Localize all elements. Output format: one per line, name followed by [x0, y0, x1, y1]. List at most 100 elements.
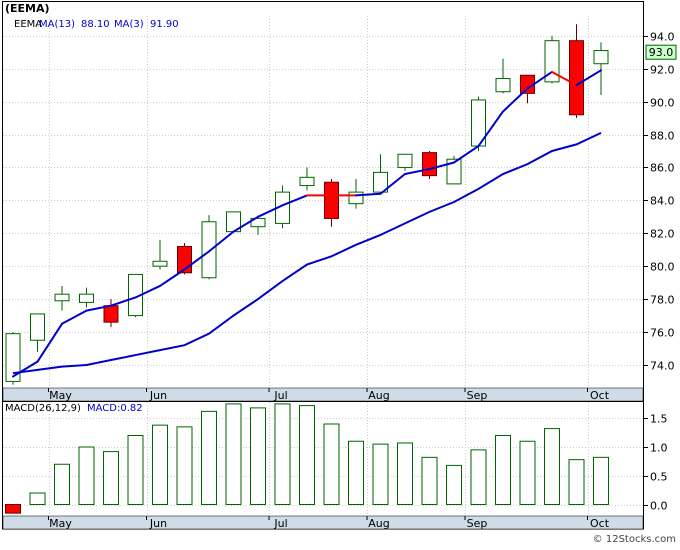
macd-bar [127, 435, 144, 505]
price-y-tick-label: 84.0 [650, 195, 675, 208]
macd-bar [274, 403, 291, 505]
macd-bar [372, 443, 389, 505]
macd-bar [201, 410, 217, 506]
watermark: © 12Stocks.com [593, 534, 676, 545]
legend-ma3-label: MA(3) [114, 19, 144, 30]
candle-body [79, 293, 94, 303]
ma3-line-segment [551, 70, 578, 87]
candle-body [569, 40, 584, 116]
macd-bar [446, 464, 462, 505]
candle-body [54, 293, 70, 302]
price-y-tick-label: 88.0 [650, 130, 675, 143]
macd-bar [421, 456, 438, 506]
price-x-tick-label: Sep [467, 389, 488, 402]
candle-body [422, 152, 437, 177]
ma3-line-segment [502, 87, 529, 113]
ma3-line-segment [453, 145, 480, 164]
ma3-line-segment [575, 69, 602, 87]
candle-body [495, 78, 511, 93]
ma3-line-segment [281, 194, 308, 207]
ma3-line-segment [257, 204, 284, 218]
last-price-label: 93.0 [649, 46, 674, 59]
ma3-line-segment [526, 70, 553, 90]
candle-body [201, 221, 217, 279]
ma3-line-segment [159, 268, 186, 287]
candle-body [103, 305, 119, 323]
price-x-axis-band [2, 387, 644, 402]
macd-bar [54, 463, 70, 505]
ma3-line-segment [355, 192, 382, 197]
macd-legend-title: MACD(26,12,9) [5, 403, 81, 414]
price-y-tick-label: 90.0 [650, 97, 675, 110]
ma3-line-segment [134, 284, 161, 299]
macd-bar [568, 459, 585, 505]
ma3-line-segment [208, 230, 235, 253]
macd-x-tick-label: Aug [368, 517, 389, 530]
candle-body [152, 260, 168, 267]
price-y-tick-label: 74.0 [650, 360, 675, 373]
ma3-line-segment [428, 161, 455, 171]
candle-body [544, 40, 560, 83]
macd-bar [176, 426, 193, 505]
ma3-line-segment [36, 322, 63, 363]
price-x-tick-label: May [49, 389, 72, 402]
macd-bar [78, 446, 95, 505]
macd-legend-value: MACD:0.82 [87, 403, 143, 414]
price-y-tick-label: 92.0 [650, 64, 675, 77]
ma3-line-segment [61, 309, 88, 325]
candle-body [5, 333, 21, 382]
candle-body [30, 313, 45, 341]
price-y-tick-label: 82.0 [650, 228, 675, 241]
ma3-line-segment [183, 250, 210, 271]
price-y-tick-label: 80.0 [650, 261, 675, 274]
macd-bar [152, 424, 168, 505]
macd-bar [225, 403, 242, 505]
price-y-tick-label: 76.0 [650, 327, 675, 340]
candle-body [446, 158, 462, 185]
ma3-line-segment [85, 304, 112, 312]
macd-y-tick-label: 1.0 [650, 442, 668, 455]
macd-bar [299, 405, 315, 506]
ma3-line-segment [110, 296, 137, 307]
macd-bar [323, 423, 340, 505]
macd-bar [495, 435, 511, 505]
price-y-tick-label: 86.0 [650, 162, 675, 175]
macd-bar [348, 440, 364, 505]
macd-bar [250, 407, 266, 505]
legend-eema: EEMA [14, 19, 42, 30]
macd-bar [5, 504, 21, 514]
candle-body [348, 191, 364, 205]
ma3-line-segment [232, 215, 259, 233]
macd-bar [593, 456, 609, 506]
price-panel-frame [2, 1, 644, 402]
last-price-label-box [645, 44, 677, 60]
candle-body [250, 217, 266, 228]
candle-body [397, 153, 413, 168]
macd-bar [29, 492, 46, 505]
macd-y-tick-label: 0.0 [650, 500, 668, 513]
macd-bar [519, 440, 536, 505]
candle-body [373, 171, 388, 193]
legend-ma13-value: 88.10 [81, 19, 110, 30]
legend-ma13-label: MA(13) [39, 19, 75, 30]
macd-bar [544, 428, 560, 506]
price-x-tick-label: Jul [273, 389, 287, 402]
macd-x-tick-label: May [49, 517, 72, 530]
macd-x-tick-label: Jun [149, 517, 167, 530]
price-x-tick-label: Aug [368, 389, 389, 402]
macd-y-tick-label: 0.5 [650, 471, 668, 484]
ma3-line-segment [379, 173, 406, 195]
candle-body [299, 176, 315, 187]
ma3-line-segment [477, 110, 504, 148]
legend-ma3-value: 91.90 [150, 19, 179, 30]
price-x-tick-label: Jun [149, 389, 167, 402]
price-y-tick-label: 78.0 [650, 294, 675, 307]
macd-bar [103, 451, 119, 506]
macd-y-tick-label: 1.5 [650, 413, 668, 426]
macd-bar [397, 442, 413, 506]
ma3-line-segment [12, 360, 39, 378]
macd-x-axis-band [2, 515, 644, 530]
macd-bar [470, 449, 487, 505]
price-y-tick-label: 94.0 [650, 31, 675, 44]
